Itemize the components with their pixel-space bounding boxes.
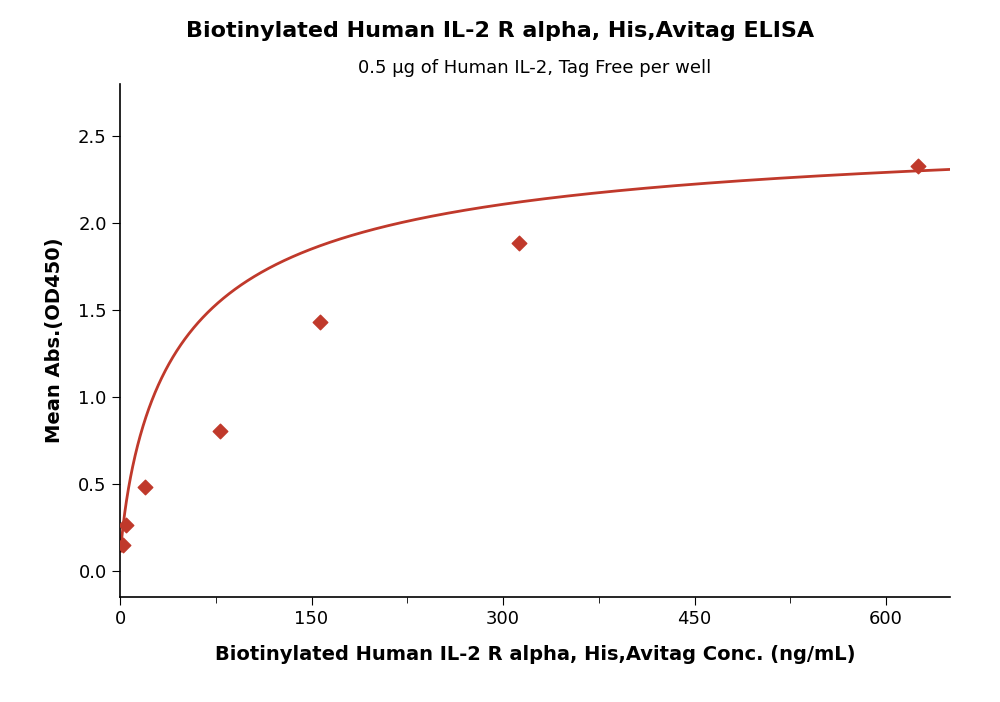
Y-axis label: Mean Abs.(OD450): Mean Abs.(OD450) bbox=[45, 238, 64, 443]
Text: Biotinylated Human IL-2 R alpha, His,Avitag ELISA: Biotinylated Human IL-2 R alpha, His,Avi… bbox=[186, 21, 814, 41]
Point bbox=[115, 540, 131, 551]
Point bbox=[212, 425, 228, 437]
X-axis label: Biotinylated Human IL-2 R alpha, His,Avitag Conc. (ng/mL): Biotinylated Human IL-2 R alpha, His,Avi… bbox=[215, 644, 855, 663]
Point bbox=[312, 317, 328, 328]
Point bbox=[910, 160, 926, 171]
Point bbox=[137, 482, 153, 493]
Point bbox=[118, 519, 134, 530]
Point bbox=[511, 237, 527, 249]
Title: 0.5 μg of Human IL-2, Tag Free per well: 0.5 μg of Human IL-2, Tag Free per well bbox=[358, 59, 712, 77]
